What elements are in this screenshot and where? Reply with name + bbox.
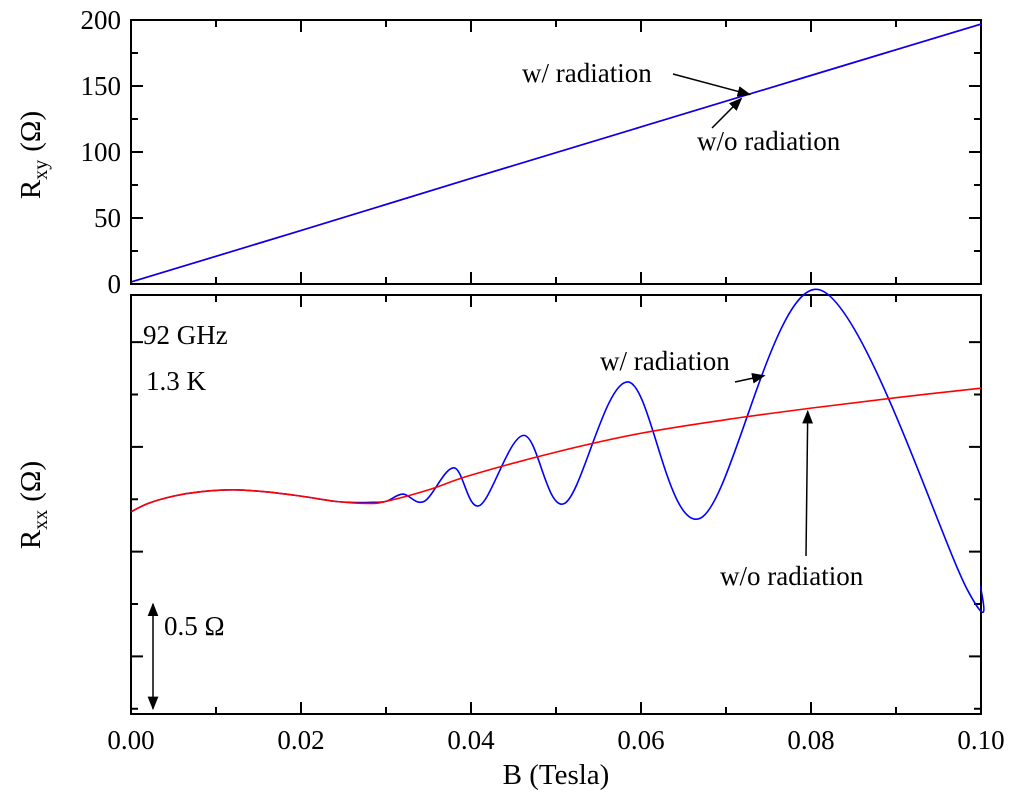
bottom-xtick-label: 0.04 [447, 725, 495, 755]
temperature-label: 1.3 K [146, 366, 207, 396]
top-ytick-label: 0 [108, 269, 122, 299]
bottom-xtick-label: 0.10 [957, 725, 1004, 755]
bottom-ylabel-unit: (Ω) [15, 461, 47, 502]
bottom-series [130, 288, 985, 613]
bottom-label-wo-radiation: w/o radiation [720, 561, 864, 591]
top-annotation-arrows [672, 73, 752, 129]
top-ytick-labels: 0 50 100 150 200 [81, 5, 122, 299]
top-ytick-label: 200 [81, 5, 122, 35]
top-arrow-w-radiation [672, 73, 752, 97]
bottom-xtick-label: 0.02 [277, 725, 324, 755]
top-ylabel: Rxy (Ω) [15, 111, 52, 199]
bottom-label-w-radiation: w/ radiation [600, 346, 730, 376]
top-series [130, 23, 982, 283]
bottom-xtick-label: 0.06 [617, 725, 664, 755]
frequency-label: 92 GHz [143, 320, 228, 350]
top-ticks [130, 19, 982, 285]
bottom-xtick-label: 0.00 [107, 725, 154, 755]
top-ylabel-sub: xy [30, 160, 52, 180]
top-ylabel-main: R [15, 179, 47, 199]
bottom-annotation-arrows [147, 372, 814, 711]
bottom-series-wo-radiation [130, 387, 982, 513]
top-label-w-radiation: w/ radiation [522, 58, 652, 88]
bottom-xtick-labels: 0.00 0.02 0.04 0.06 0.08 0.10 [107, 725, 1004, 755]
top-ytick-label: 50 [94, 203, 121, 233]
bottom-ticks [130, 295, 982, 714]
bottom-ylabel-main: R [15, 529, 47, 549]
bottom-xtick-label: 0.08 [787, 725, 834, 755]
x-axis-title: B (Tesla) [503, 759, 610, 791]
top-arrow-wo-radiation [711, 97, 743, 129]
bottom-arrow-wo-radiation [802, 409, 814, 557]
bottom-ylabel-sub: xx [30, 510, 52, 530]
bottom-arrow-w-radiation [734, 372, 766, 384]
top-ylabel-unit: (Ω) [15, 111, 47, 152]
top-ytick-label: 150 [81, 71, 122, 101]
bottom-plot-frame [130, 294, 982, 715]
top-series-w-radiation [130, 23, 982, 283]
bottom-ylabel: Rxx (Ω) [15, 461, 52, 549]
top-label-wo-radiation: w/o radiation [697, 126, 841, 156]
top-ytick-label: 100 [81, 137, 122, 167]
scale-bar-label: 0.5 Ω [164, 611, 225, 641]
